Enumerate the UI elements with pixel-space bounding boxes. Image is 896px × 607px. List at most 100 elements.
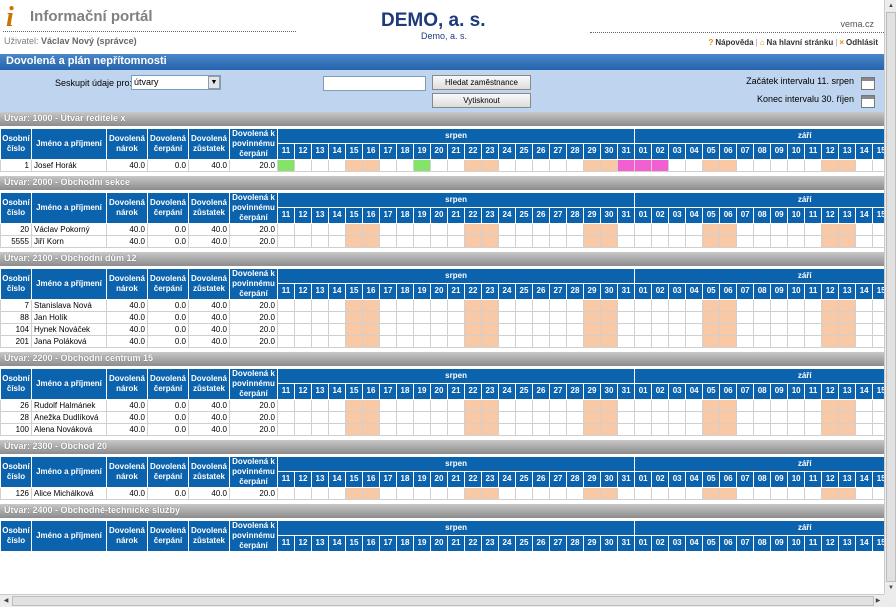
day-cell[interactable] — [702, 411, 721, 424]
day-cell[interactable] — [362, 411, 380, 424]
day-cell[interactable] — [532, 311, 550, 324]
day-cell[interactable] — [668, 235, 687, 248]
day-cell[interactable] — [753, 223, 772, 236]
find-employee-button[interactable]: Hledat zaměstnance — [432, 75, 531, 90]
day-cell[interactable] — [413, 399, 431, 412]
day-cell[interactable] — [600, 487, 618, 500]
column-header-name[interactable]: Jméno a příjmení — [31, 268, 107, 300]
day-cell[interactable] — [855, 411, 874, 424]
day-cell[interactable] — [616, 159, 636, 172]
day-cell[interactable] — [566, 223, 584, 236]
day-cell[interactable] — [634, 323, 653, 336]
column-header-id[interactable]: Osobní číslo — [0, 128, 32, 160]
day-cell[interactable] — [719, 399, 738, 412]
day-cell[interactable] — [549, 423, 567, 436]
day-cell[interactable] — [532, 399, 550, 412]
day-cell[interactable] — [583, 159, 601, 172]
day-cell[interactable] — [753, 159, 772, 172]
column-header-remaining[interactable]: Dovolená zůstatek — [188, 368, 230, 400]
day-cell[interactable] — [277, 399, 295, 412]
column-header-entitlement[interactable]: Dovolená nárok — [106, 128, 148, 160]
day-cell[interactable] — [498, 311, 516, 324]
day-cell[interactable] — [753, 411, 772, 424]
day-cell[interactable] — [566, 411, 584, 424]
day-cell[interactable] — [719, 411, 738, 424]
day-cell[interactable] — [549, 399, 567, 412]
vertical-scroll-thumb[interactable] — [886, 12, 896, 582]
day-cell[interactable] — [566, 323, 584, 336]
day-cell[interactable] — [515, 399, 533, 412]
day-cell[interactable] — [651, 299, 670, 312]
day-cell[interactable] — [328, 335, 346, 348]
day-cell[interactable] — [736, 235, 755, 248]
day-cell[interactable] — [515, 487, 533, 500]
day-cell[interactable] — [855, 323, 874, 336]
day-cell[interactable] — [838, 223, 857, 236]
day-cell[interactable] — [634, 399, 653, 412]
day-cell[interactable] — [464, 487, 482, 500]
day-cell[interactable] — [770, 235, 789, 248]
day-cell[interactable] — [616, 235, 636, 248]
day-cell[interactable] — [600, 423, 618, 436]
day-cell[interactable] — [855, 487, 874, 500]
column-header-remaining[interactable]: Dovolená zůstatek — [188, 128, 230, 160]
day-cell[interactable] — [668, 423, 687, 436]
day-cell[interactable] — [855, 299, 874, 312]
day-cell[interactable] — [685, 323, 704, 336]
column-header-used[interactable]: Dovolená čerpání — [147, 368, 189, 400]
column-header-mandatory[interactable]: Dovolená k povinnému čerpání — [229, 192, 278, 224]
day-cell[interactable] — [430, 411, 448, 424]
day-cell[interactable] — [549, 311, 567, 324]
day-cell[interactable] — [685, 423, 704, 436]
day-cell[interactable] — [498, 423, 516, 436]
day-cell[interactable] — [294, 335, 312, 348]
day-cell[interactable] — [634, 299, 653, 312]
day-cell[interactable] — [770, 299, 789, 312]
day-cell[interactable] — [685, 399, 704, 412]
day-cell[interactable] — [413, 335, 431, 348]
day-cell[interactable] — [583, 335, 601, 348]
day-cell[interactable] — [838, 423, 857, 436]
day-cell[interactable] — [736, 311, 755, 324]
day-cell[interactable] — [685, 235, 704, 248]
day-cell[interactable] — [600, 235, 618, 248]
day-cell[interactable] — [702, 487, 721, 500]
day-cell[interactable] — [481, 311, 499, 324]
day-cell[interactable] — [821, 423, 840, 436]
day-cell[interactable] — [277, 159, 295, 172]
day-cell[interactable] — [481, 299, 499, 312]
column-header-mandatory[interactable]: Dovolená k povinnému čerpání — [229, 520, 278, 552]
day-cell[interactable] — [532, 411, 550, 424]
day-cell[interactable] — [498, 299, 516, 312]
day-cell[interactable] — [498, 159, 516, 172]
column-header-id[interactable]: Osobní číslo — [0, 368, 32, 400]
day-cell[interactable] — [413, 311, 431, 324]
column-header-name[interactable]: Jméno a příjmení — [31, 368, 107, 400]
day-cell[interactable] — [736, 487, 755, 500]
day-cell[interactable] — [277, 487, 295, 500]
day-cell[interactable] — [413, 299, 431, 312]
day-cell[interactable] — [616, 323, 636, 336]
day-cell[interactable] — [616, 423, 636, 436]
day-cell[interactable] — [498, 335, 516, 348]
day-cell[interactable] — [311, 335, 329, 348]
column-header-id[interactable]: Osobní číslo — [0, 268, 32, 300]
day-cell[interactable] — [634, 335, 653, 348]
day-cell[interactable] — [447, 335, 465, 348]
site-link[interactable]: vema.cz — [840, 19, 874, 29]
day-cell[interactable] — [787, 299, 806, 312]
day-cell[interactable] — [294, 235, 312, 248]
day-cell[interactable] — [464, 235, 482, 248]
day-cell[interactable] — [498, 235, 516, 248]
day-cell[interactable] — [668, 399, 687, 412]
day-cell[interactable] — [430, 487, 448, 500]
day-cell[interactable] — [600, 299, 618, 312]
day-cell[interactable] — [770, 487, 789, 500]
day-cell[interactable] — [804, 311, 823, 324]
day-cell[interactable] — [328, 399, 346, 412]
day-cell[interactable] — [651, 411, 670, 424]
day-cell[interactable] — [685, 223, 704, 236]
day-cell[interactable] — [838, 311, 857, 324]
day-cell[interactable] — [736, 335, 755, 348]
column-header-name[interactable]: Jméno a příjmení — [31, 192, 107, 224]
